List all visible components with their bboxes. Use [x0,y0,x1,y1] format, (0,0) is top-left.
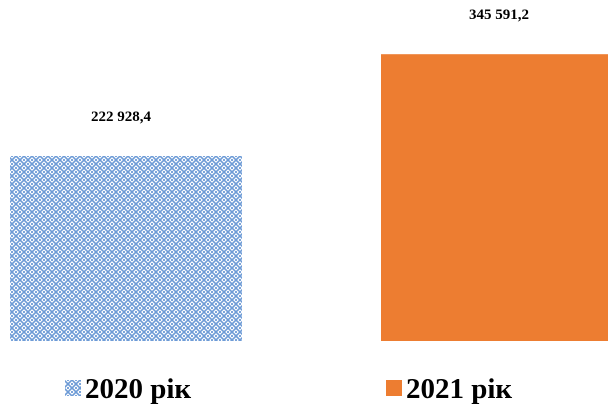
data-label-1: 222 928,4 [91,109,152,125]
legend: 2020 рік 2021 рік [65,373,512,405]
legend-swatch-1 [65,380,81,396]
bar-1 [10,156,242,341]
bar-2 [381,54,608,341]
data-labels-layer: 222 928,4 345 591,2 [91,7,529,125]
legend-swatch-2 [386,380,402,396]
bars-layer [10,54,608,341]
legend-label-1: 2020 рік [85,373,191,405]
data-label-2: 345 591,2 [469,7,529,23]
legend-label-2: 2021 рік [406,373,512,405]
